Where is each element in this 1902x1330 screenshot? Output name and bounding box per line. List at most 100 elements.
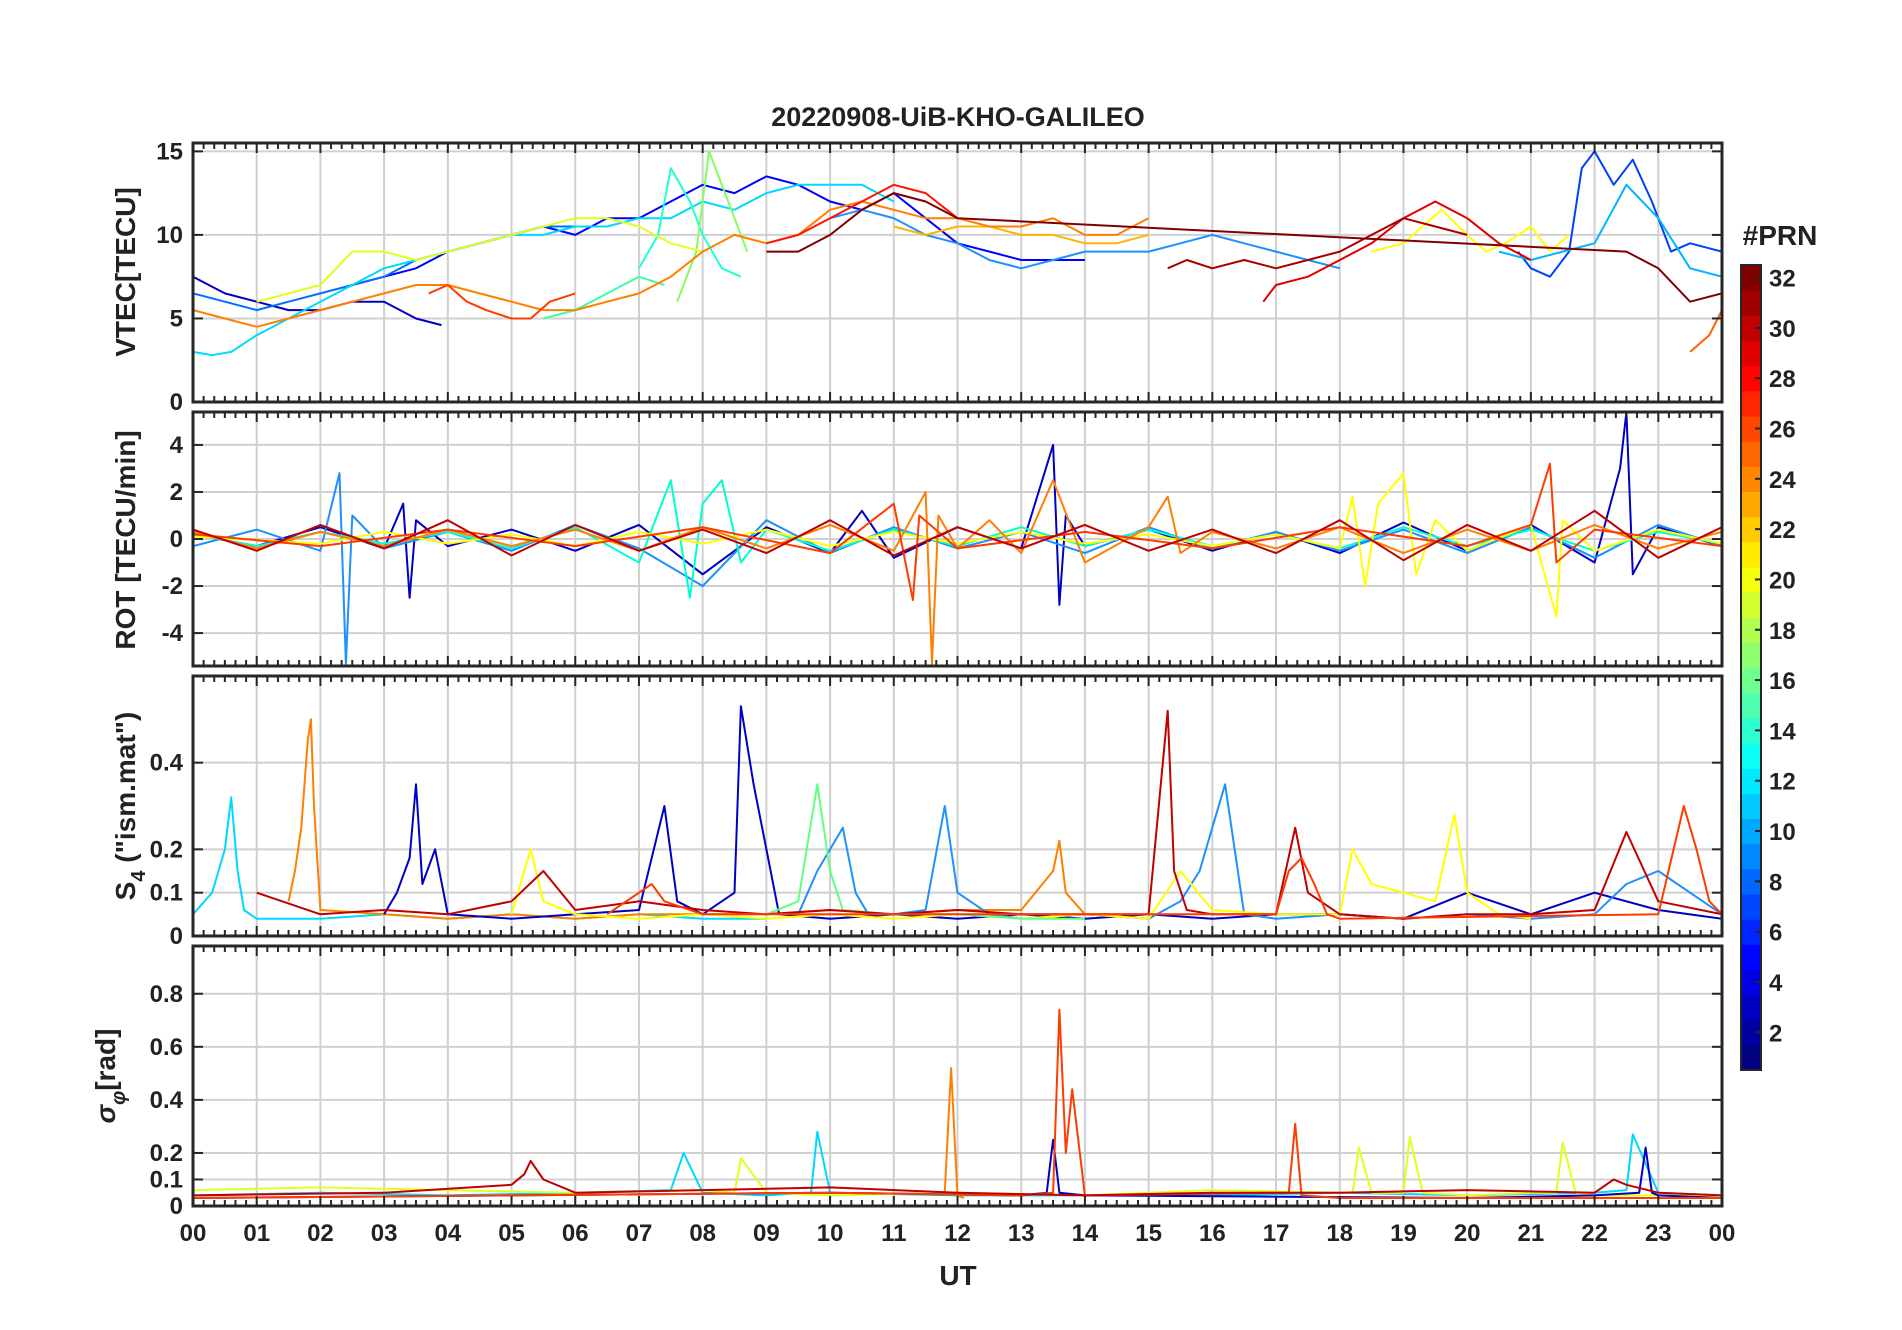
vtec-series-prn-6 bbox=[1517, 150, 1722, 278]
s4-series-prn-26 bbox=[606, 805, 1722, 920]
vtec-series-prn-31 bbox=[1167, 217, 1468, 270]
rot-series-prn-24 bbox=[193, 479, 1722, 665]
colorbar-segment bbox=[1741, 742, 1761, 769]
colorbar-segment bbox=[1741, 516, 1761, 543]
x-tick-label: 04 bbox=[434, 1220, 461, 1247]
vtec-ytick-label: 0 bbox=[170, 389, 183, 416]
vtec-series-prn-14 bbox=[638, 167, 742, 278]
colorbar-segment bbox=[1741, 315, 1761, 342]
colorbar-segment bbox=[1741, 642, 1761, 669]
colorbar-tick-label: 20 bbox=[1769, 567, 1796, 594]
colorbar-segment bbox=[1741, 893, 1761, 920]
x-tick-label: 15 bbox=[1135, 1220, 1162, 1247]
vtec-series-prn-22 bbox=[893, 225, 1149, 245]
rot-ytick-label: -2 bbox=[162, 573, 183, 600]
vtec-series-prn-12 bbox=[193, 183, 895, 357]
sigma_phi-ytick-label: 0.2 bbox=[150, 1140, 183, 1167]
s4-ytick-label: 0.2 bbox=[150, 836, 183, 863]
rot-series-prn-30 bbox=[193, 509, 1722, 562]
sigma_phi-series-prn-30 bbox=[193, 1159, 1722, 1197]
s4-series-prn-24 bbox=[287, 718, 1149, 920]
colorbar-segment bbox=[1741, 969, 1761, 996]
colorbar-segment bbox=[1741, 365, 1761, 392]
colorbar-tick-label: 30 bbox=[1769, 316, 1796, 343]
x-tick-label: 06 bbox=[562, 1220, 589, 1247]
s4-series-prn-20 bbox=[510, 813, 1532, 920]
x-tick-label: 23 bbox=[1645, 1220, 1672, 1247]
x-tick-label: 13 bbox=[1008, 1220, 1035, 1247]
vtec-series-prn-9 bbox=[829, 208, 1341, 270]
s4-ytick-label: 0 bbox=[170, 923, 183, 950]
rot-series-group bbox=[193, 412, 1722, 665]
sigma_phi-ytick-label: 0.8 bbox=[150, 981, 183, 1008]
colorbar-segment bbox=[1741, 491, 1761, 518]
x-tick-label: 05 bbox=[498, 1220, 525, 1247]
vtec-series-prn-24 bbox=[193, 200, 1150, 328]
x-tick-label: 00 bbox=[1709, 1220, 1736, 1247]
colorbar-tick-label: 32 bbox=[1769, 266, 1796, 293]
colorbar-tick-label: 24 bbox=[1769, 467, 1796, 494]
x-tick-label: 19 bbox=[1390, 1220, 1417, 1247]
sigma_phi-ytick-label: 0.1 bbox=[150, 1166, 183, 1193]
vtec-series-prn-17 bbox=[676, 150, 749, 303]
colorbar-segment bbox=[1741, 944, 1761, 970]
vtec-ytick-label: 5 bbox=[170, 305, 183, 332]
colorbar-tick-label: 26 bbox=[1769, 417, 1796, 444]
vtec-series-prn-27 bbox=[766, 183, 959, 245]
vtec-ytick-label: 15 bbox=[156, 138, 183, 165]
colorbar-segment bbox=[1741, 290, 1761, 316]
x-tick-label: 12 bbox=[944, 1220, 971, 1247]
vtec-series-prn-15 bbox=[543, 275, 665, 320]
s4-ytick-label: 0.1 bbox=[150, 880, 183, 907]
rot-ytick-label: -4 bbox=[162, 620, 184, 647]
colorbar-tick-label: 10 bbox=[1769, 819, 1796, 846]
colorbar-frame bbox=[1740, 264, 1762, 1071]
vtec-frame bbox=[191, 141, 1724, 404]
sigma_phi-series-group bbox=[193, 1008, 1722, 1199]
colorbar-segment bbox=[1741, 768, 1761, 794]
sigma_phi-ytick-label: 0.4 bbox=[150, 1087, 184, 1114]
s4-ytick-label: 0.4 bbox=[150, 750, 184, 777]
colorbar-segment bbox=[1741, 466, 1761, 493]
vtec-series-group bbox=[193, 150, 1722, 357]
rot-ytick-label: 4 bbox=[170, 432, 184, 459]
x-tick-label: 09 bbox=[753, 1220, 780, 1247]
chart-title: 20220908-UiB-KHO-GALILEO bbox=[771, 102, 1145, 132]
rot-y-axis-label: ROT [TECU/min] bbox=[110, 430, 141, 649]
x-tick-label: 07 bbox=[626, 1220, 653, 1247]
colorbar-tick-label: 4 bbox=[1769, 970, 1783, 997]
colorbar-segment bbox=[1741, 717, 1761, 744]
colorbar-segment bbox=[1741, 667, 1761, 694]
colorbar-tick-label: 8 bbox=[1769, 869, 1782, 896]
colorbar-segment bbox=[1741, 1044, 1761, 1071]
s4-series-group bbox=[193, 705, 1722, 920]
x-tick-label: 10 bbox=[817, 1220, 844, 1247]
x-axis-tick-labels: 00 01 02 03 04 05 06 07 08 09 10 11 12 13 14 15 16 17 18 19… bbox=[180, 1220, 1736, 1247]
x-tick-label: 00 bbox=[180, 1220, 207, 1247]
colorbar-tick-label: 16 bbox=[1769, 668, 1796, 695]
vtec-y-axis-label: VTEC[TECU] bbox=[110, 187, 141, 357]
rot-ytick-label: 2 bbox=[170, 479, 183, 506]
sigma_phi-frame bbox=[191, 944, 1724, 1208]
sigma_phi-ytick-label: 0 bbox=[170, 1193, 183, 1220]
colorbar-segment bbox=[1741, 818, 1761, 845]
x-tick-label: 18 bbox=[1326, 1220, 1353, 1247]
colorbar-segment bbox=[1741, 843, 1761, 870]
x-tick-label: 14 bbox=[1072, 1220, 1099, 1247]
rot-ytick-label: 0 bbox=[170, 526, 183, 553]
x-tick-label: 22 bbox=[1581, 1220, 1608, 1247]
colorbar-tick-label: 18 bbox=[1769, 618, 1796, 645]
vtec-series-prn-19 bbox=[256, 217, 703, 303]
sigma_phi-y-axis-label: σφ[rad] bbox=[90, 1029, 130, 1124]
colorbar-segment bbox=[1741, 441, 1761, 467]
vtec-series-prn-29 bbox=[1262, 200, 1532, 303]
colorbar-tick-label: 2 bbox=[1769, 1020, 1782, 1047]
colorbar-segment bbox=[1741, 592, 1761, 618]
colorbar-tick-label: 28 bbox=[1769, 366, 1796, 393]
colorbar-label: #PRN bbox=[1743, 220, 1818, 251]
sigma_phi-ytick-label: 0.6 bbox=[150, 1034, 183, 1061]
colorbar-tick-label: 22 bbox=[1769, 517, 1796, 544]
s4-frame bbox=[191, 674, 1724, 938]
x-tick-label: 03 bbox=[371, 1220, 398, 1247]
